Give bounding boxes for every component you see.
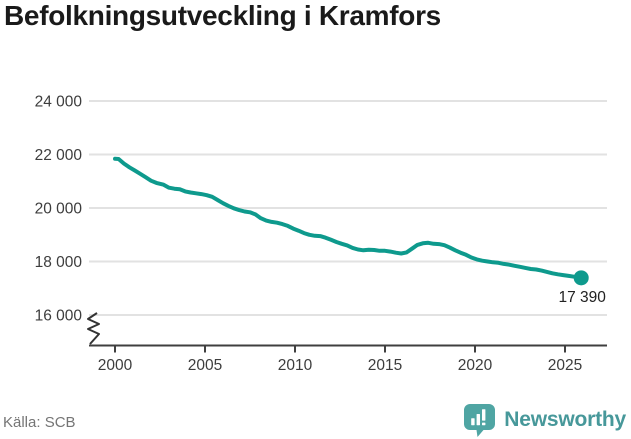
- chart-title: Befolkningsutveckling i Kramfors: [4, 0, 441, 31]
- x-axis-tick-label: 2025: [548, 357, 582, 374]
- y-axis-tick-label: 16 000: [35, 308, 83, 325]
- endpoint-value-label: 17 390: [558, 289, 606, 306]
- y-axis-tick-label: 22 000: [35, 147, 83, 164]
- source-label: Källa: SCB: [3, 414, 76, 431]
- x-axis-tick-label: 2005: [188, 357, 222, 374]
- x-axis-tick-label: 2015: [368, 357, 402, 374]
- newsworthy-logo[interactable]: Newsworthy: [463, 403, 626, 437]
- endpoint-marker: [573, 270, 589, 286]
- x-axis-tick-label: 2020: [458, 357, 493, 374]
- x-axis-tick-label: 2000: [98, 357, 133, 374]
- axis-break-icon: [87, 312, 100, 345]
- y-axis-tick-label: 20 000: [35, 201, 83, 218]
- population-line-chart: 16 000 18 000 20 000 22 000 24 000 2000 2005 20…: [35, 94, 607, 374]
- population-line: [113, 156, 584, 280]
- y-axis-tick-label: 18 000: [35, 254, 83, 271]
- y-axis-tick-label: 24 000: [35, 94, 83, 111]
- newsworthy-bubble-chart-icon: [464, 404, 496, 437]
- newsworthy-wordmark: Newsworthy: [504, 408, 626, 431]
- x-axis-tick-label: 2010: [278, 357, 313, 374]
